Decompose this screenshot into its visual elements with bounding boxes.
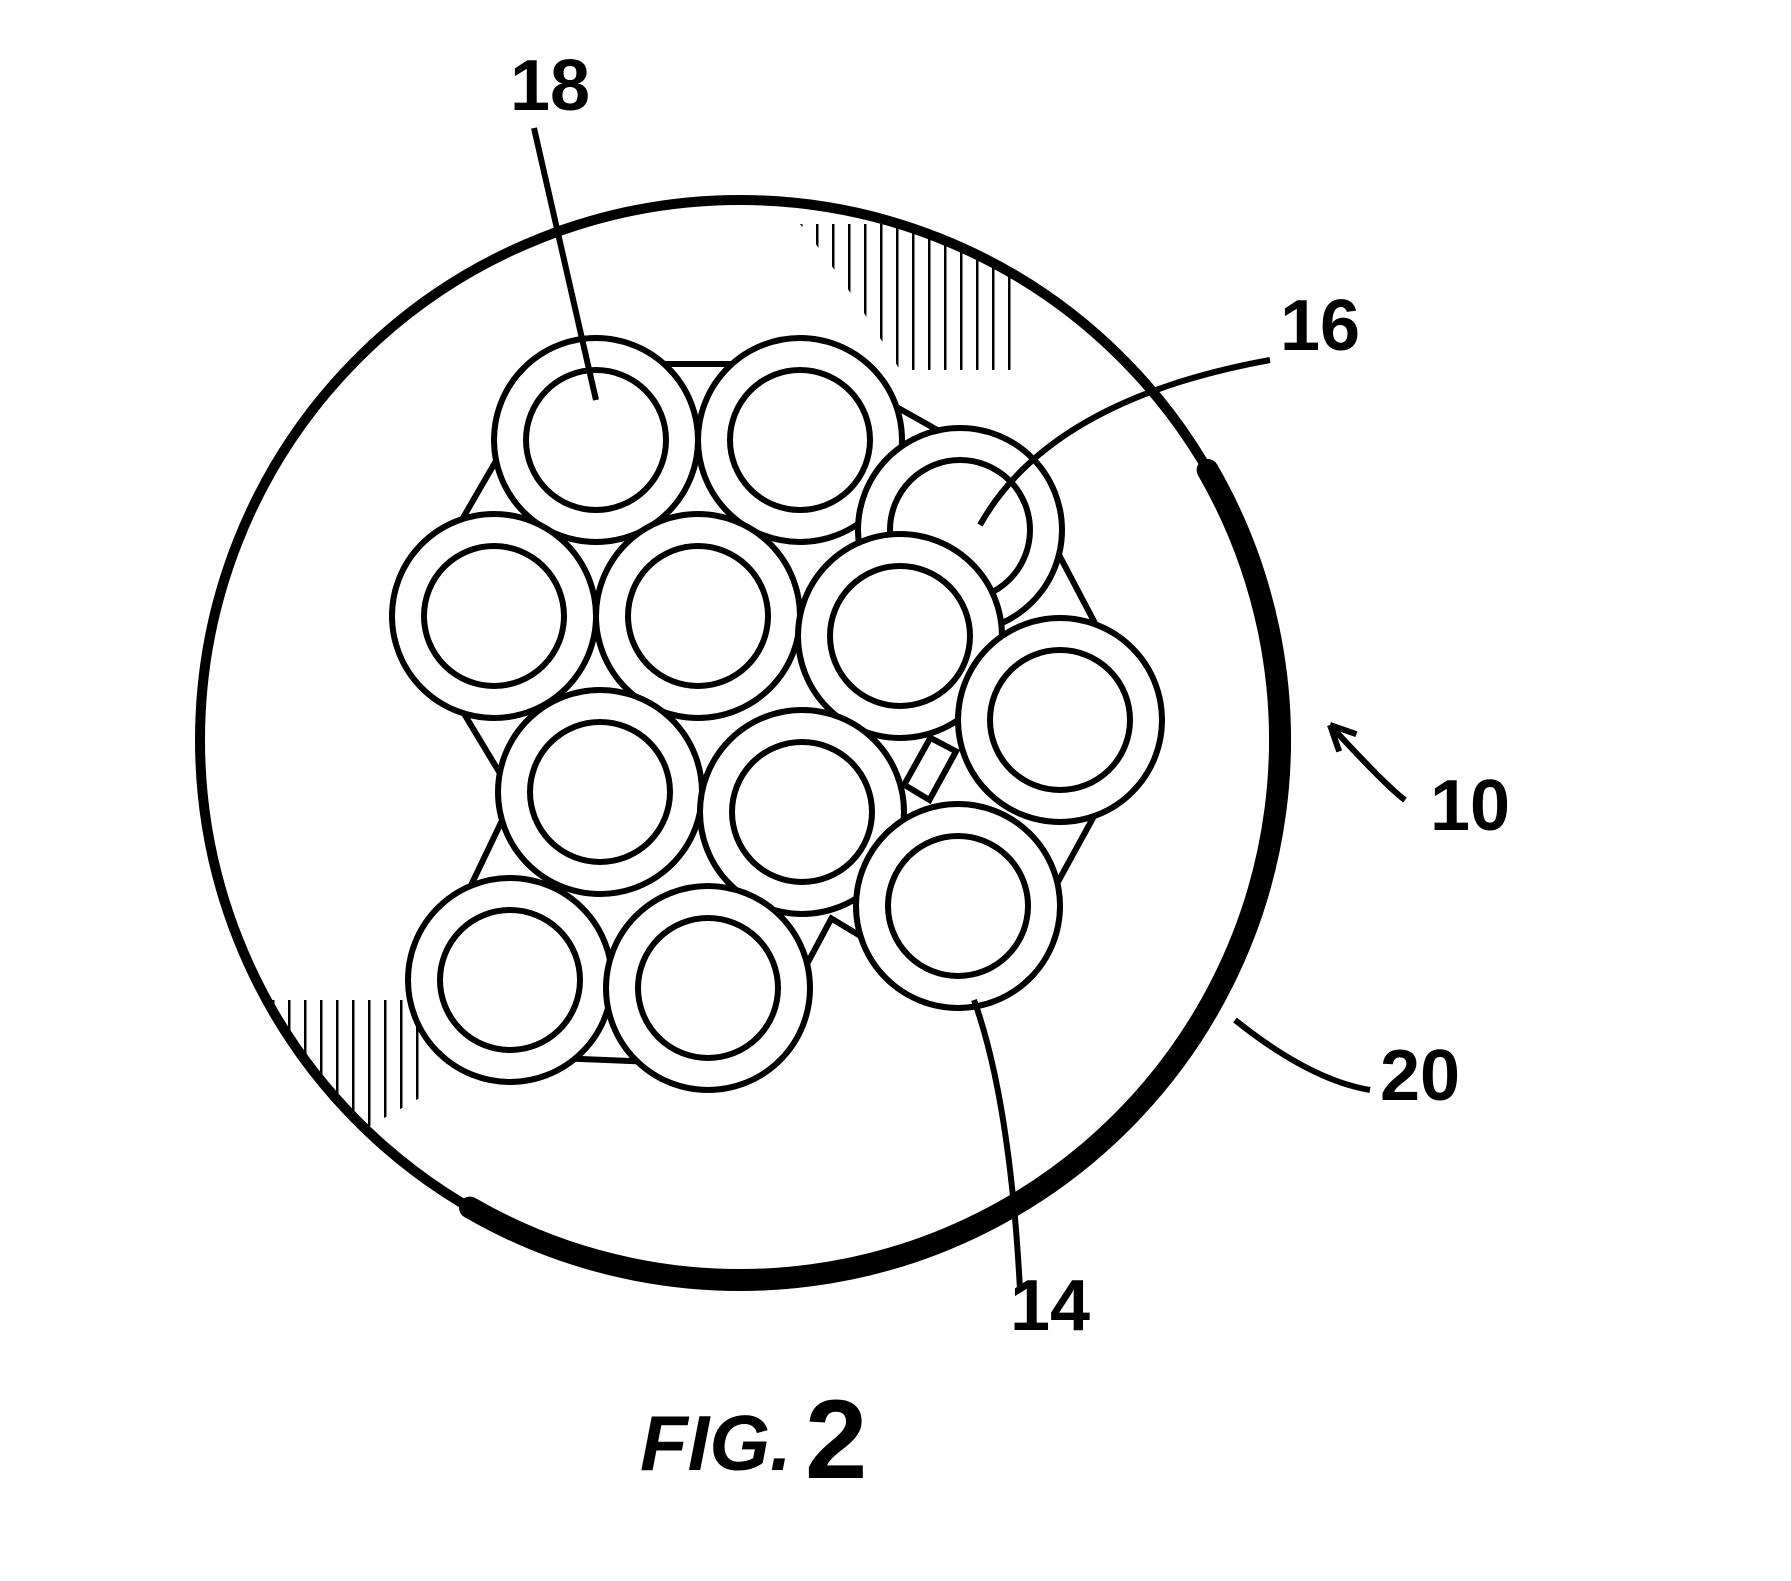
conductor-cell (494, 338, 698, 542)
conductor-cell (606, 886, 810, 1090)
conductor-cell (856, 804, 1060, 1008)
conductor-cell (392, 514, 596, 718)
figure-2-diagram: 18 16 10 20 14 FIG.2 (0, 0, 1791, 1581)
callout-label-16: 16 (1280, 286, 1360, 366)
caption-fig-text: FIG. (640, 1399, 792, 1487)
callout-label-18: 18 (510, 46, 590, 126)
callout-label-14: 14 (1010, 1266, 1090, 1346)
conductor-cell (408, 878, 612, 1082)
conductor-cell (596, 514, 800, 718)
callout-label-20: 20 (1380, 1036, 1460, 1116)
caption-num-text: 2 (805, 1377, 867, 1502)
leader-line (1235, 1020, 1370, 1090)
callout-label-10: 10 (1430, 766, 1510, 846)
conductor-cell (498, 690, 702, 894)
leader-arrow (1330, 725, 1405, 800)
conductor-cell (958, 618, 1162, 822)
